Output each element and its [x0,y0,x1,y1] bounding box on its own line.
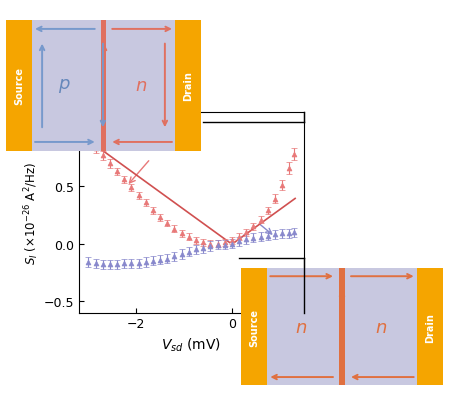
Text: $p$: $p$ [58,77,70,95]
Bar [417,269,443,385]
Text: $n$: $n$ [375,318,387,336]
Text: Drain: Drain [425,312,435,342]
Bar [6,21,32,152]
Text: Source: Source [249,308,259,346]
Text: $n$: $n$ [135,77,147,95]
Text: $n$: $n$ [294,318,307,336]
X-axis label: $V_{sd}$ (mV): $V_{sd}$ (mV) [161,336,221,354]
Bar [266,269,418,385]
Bar [339,269,345,385]
Text: Drain: Drain [183,71,193,101]
Bar [30,21,177,152]
Bar [241,269,267,385]
Text: Source: Source [14,67,24,105]
Bar [175,21,201,152]
Bar [101,21,106,152]
Y-axis label: $S_I$ ($\times10^{-26}$ A$^2$/Hz): $S_I$ ($\times10^{-26}$ A$^2$/Hz) [22,161,40,264]
